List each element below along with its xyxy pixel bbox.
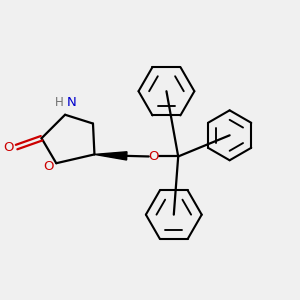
Text: O: O bbox=[148, 150, 158, 163]
Text: N: N bbox=[67, 96, 76, 110]
Text: H: H bbox=[55, 96, 64, 110]
Text: O: O bbox=[43, 160, 53, 173]
Polygon shape bbox=[94, 152, 127, 160]
Text: O: O bbox=[3, 141, 13, 154]
